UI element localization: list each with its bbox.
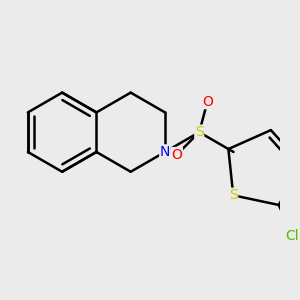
Text: O: O bbox=[202, 94, 213, 109]
Text: Cl: Cl bbox=[286, 229, 299, 243]
Text: S: S bbox=[195, 125, 204, 139]
Text: N: N bbox=[160, 145, 170, 159]
Text: O: O bbox=[171, 148, 182, 162]
Text: S: S bbox=[229, 188, 238, 202]
